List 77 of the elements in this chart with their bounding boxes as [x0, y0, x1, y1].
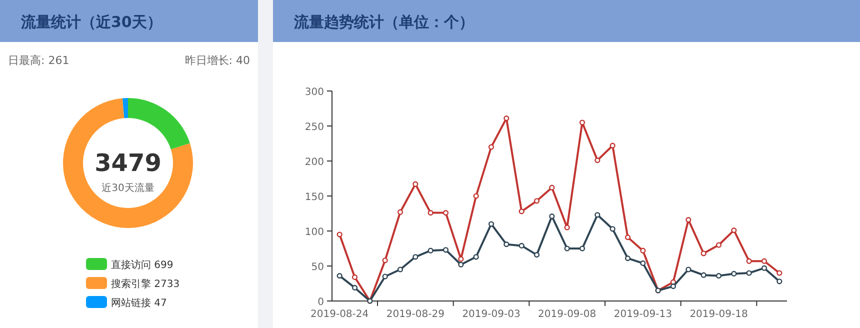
point [746, 258, 752, 264]
point [686, 266, 692, 272]
point [700, 250, 706, 256]
point [624, 256, 631, 262]
point [640, 260, 646, 266]
y-tick-label: 200 [304, 157, 324, 168]
legend-label: 搜索引擎 2733 [111, 278, 180, 290]
point [382, 258, 388, 264]
y-tick-label: 0 [318, 297, 324, 308]
point [564, 224, 570, 230]
point [716, 242, 722, 248]
point [564, 246, 570, 252]
point [731, 228, 737, 234]
y-tick-label: 50 [311, 262, 324, 273]
point [412, 254, 418, 260]
point [761, 265, 768, 271]
point [549, 214, 555, 220]
chart-title: 流量统计（近30天） [20, 13, 162, 31]
point [518, 208, 524, 214]
text: 3479 [94, 149, 162, 177]
point [518, 242, 524, 248]
point [488, 221, 494, 227]
point [549, 184, 555, 190]
point [397, 266, 404, 272]
point [700, 272, 706, 278]
point [670, 284, 676, 290]
point [382, 274, 388, 280]
point [458, 262, 464, 268]
point [428, 248, 434, 254]
x-tick-label: 2019-09-18 [690, 309, 748, 320]
point [716, 273, 722, 279]
text: 近30天流量 [102, 182, 154, 194]
legend-label: 网站链接 47 [111, 297, 167, 309]
point [624, 234, 631, 240]
point [412, 181, 418, 187]
point [534, 198, 540, 204]
point [640, 248, 646, 254]
y-tick-label: 150 [304, 192, 324, 203]
point [428, 210, 434, 216]
legend-label: 直接访问 699 [111, 259, 174, 271]
point [579, 246, 586, 252]
x-tick-label: 2019-08-24 [310, 309, 369, 320]
point [336, 273, 342, 279]
point [761, 258, 768, 264]
point [686, 217, 692, 223]
point [610, 142, 616, 148]
point [579, 120, 586, 126]
text: 日最高: 261 [8, 54, 70, 67]
point [776, 278, 782, 284]
x-tick-label: 2019-08-29 [386, 309, 444, 320]
x-tick-label: 2019-09-08 [538, 309, 596, 320]
point [504, 242, 510, 248]
point [352, 274, 358, 280]
point [397, 209, 404, 215]
x-tick-label: 2019-09-03 [462, 309, 520, 320]
point [776, 270, 782, 276]
point [610, 226, 616, 232]
point [352, 284, 358, 290]
text: 昨日增长: 40 [184, 54, 250, 67]
point [534, 252, 540, 258]
y-tick-label: 250 [304, 122, 324, 133]
y-tick-label: 100 [304, 227, 324, 238]
point [594, 158, 600, 164]
y-tick-label: 300 [304, 87, 324, 98]
chart-title: 流量趋势统计（单位：个） [293, 13, 474, 31]
point [336, 232, 342, 238]
point [731, 270, 737, 276]
point [473, 193, 479, 199]
point [458, 256, 464, 262]
point [488, 144, 494, 150]
point [594, 212, 600, 218]
x-tick-label: 2019-09-13 [614, 309, 672, 320]
point [746, 270, 752, 276]
point [442, 210, 449, 216]
point [504, 116, 510, 122]
point [473, 254, 479, 260]
point [442, 247, 449, 253]
